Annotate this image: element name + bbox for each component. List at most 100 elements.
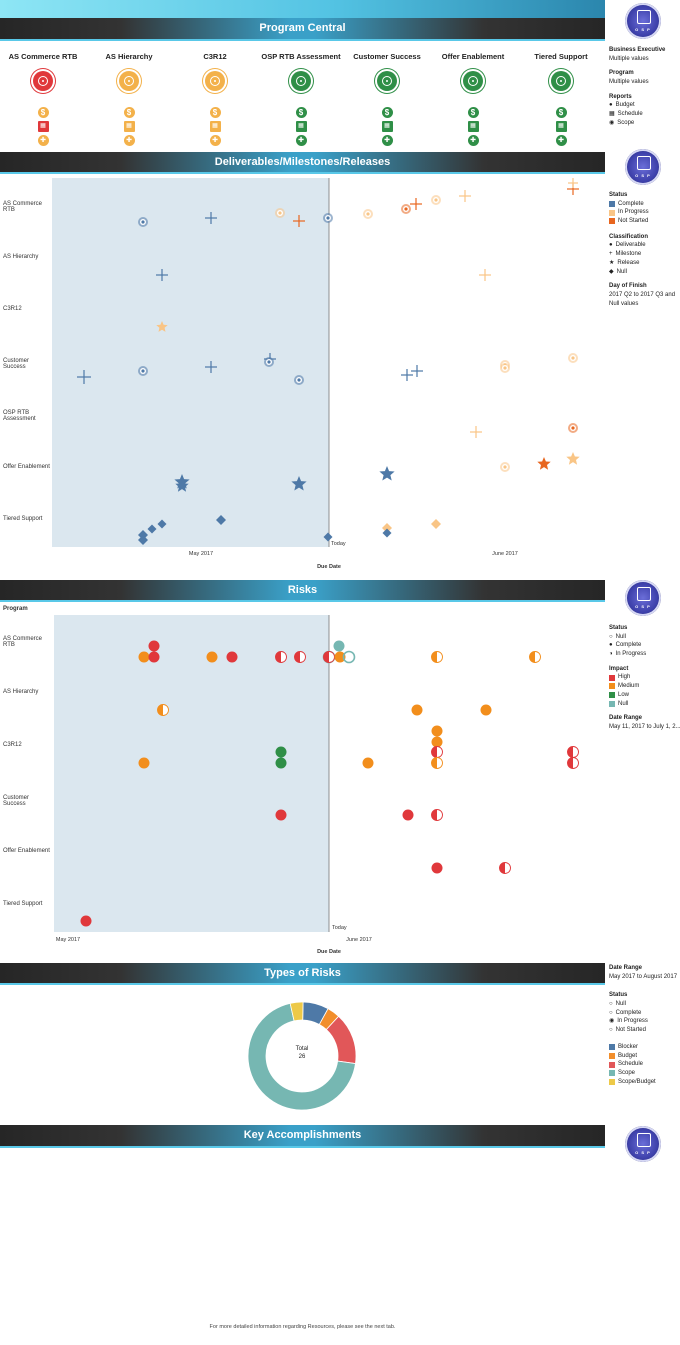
impact-medium[interactable]: Medium: [609, 682, 680, 691]
deliverable-mark[interactable]: [138, 217, 148, 227]
risk-complete-mark[interactable]: [402, 809, 414, 821]
null-mark[interactable]: [382, 528, 392, 538]
risk-complete-mark[interactable]: [334, 651, 346, 663]
program-card[interactable]: C3R12 $ ▦ ✚: [172, 52, 258, 146]
legend-null[interactable]: ◆ Null: [609, 268, 679, 277]
donut-slice-scope[interactable]: [247, 1002, 356, 1111]
milestone-mark[interactable]: [411, 365, 423, 377]
risk-status-null[interactable]: ○ Null: [609, 633, 680, 642]
deliverable-mark[interactable]: [500, 462, 510, 472]
impact-high[interactable]: High: [609, 673, 680, 682]
deliverable-mark[interactable]: [294, 375, 304, 385]
report-schedule[interactable]: ▦ Schedule: [609, 110, 679, 119]
legend-not-started[interactable]: Not Started: [609, 217, 679, 226]
risk-date-range-filter[interactable]: May 11, 2017 to July 1, 2...: [609, 723, 680, 730]
risk-complete-mark[interactable]: [480, 704, 492, 716]
program-card[interactable]: Customer Success $ ▦ ✚: [344, 52, 430, 146]
risk-complete-mark[interactable]: [431, 862, 443, 874]
risk-complete-mark[interactable]: [80, 915, 92, 927]
risk-in-progress-mark[interactable]: [431, 757, 443, 769]
deliverable-mark[interactable]: [431, 195, 441, 205]
risk-in-progress-mark[interactable]: [157, 704, 169, 716]
risk-in-progress-mark[interactable]: [323, 651, 335, 663]
legend-complete[interactable]: Complete: [609, 200, 679, 209]
program-card[interactable]: Tiered Support $ ▦ ✚: [518, 52, 604, 146]
risk-in-progress-mark[interactable]: [567, 757, 579, 769]
risk-in-progress-mark[interactable]: [275, 651, 287, 663]
release-mark[interactable]: [156, 321, 168, 332]
risk-complete-mark[interactable]: [206, 651, 218, 663]
milestone-mark[interactable]: [479, 269, 491, 281]
milestone-mark[interactable]: [293, 215, 305, 227]
milestone-mark[interactable]: [156, 269, 168, 281]
legend-blocker[interactable]: Blocker: [609, 1043, 680, 1052]
milestone-mark[interactable]: [459, 190, 471, 202]
deliverable-mark[interactable]: [401, 204, 411, 214]
risk-complete-mark[interactable]: [431, 736, 443, 748]
risk-complete-mark[interactable]: [138, 757, 150, 769]
risk-in-progress-mark[interactable]: [499, 862, 511, 874]
risk-complete-mark[interactable]: [333, 640, 345, 652]
milestone-mark[interactable]: [568, 178, 578, 188]
milestone-mark[interactable]: [470, 426, 482, 438]
risk-null-mark[interactable]: [342, 650, 356, 664]
milestone-mark[interactable]: [205, 212, 217, 224]
release-mark[interactable]: [291, 476, 307, 491]
legend-milestone[interactable]: + Milestone: [609, 250, 679, 259]
deliverable-mark[interactable]: [323, 213, 333, 223]
release-mark[interactable]: [537, 457, 551, 470]
risk-in-progress-mark[interactable]: [294, 651, 306, 663]
impact-null[interactable]: Null: [609, 700, 680, 709]
null-mark[interactable]: [138, 535, 148, 545]
null-mark[interactable]: [157, 519, 167, 529]
legend-budget[interactable]: Budget: [609, 1052, 680, 1061]
risk-complete-mark[interactable]: [411, 704, 423, 716]
null-mark[interactable]: [147, 524, 157, 534]
deliverable-mark[interactable]: [500, 363, 510, 373]
risk-complete-mark[interactable]: [138, 651, 150, 663]
risk-in-progress-mark[interactable]: [431, 651, 443, 663]
types-status-complete[interactable]: ○ Complete: [609, 1009, 680, 1018]
risk-in-progress-mark[interactable]: [529, 651, 541, 663]
milestone-mark[interactable]: [401, 369, 413, 381]
risk-in-progress-mark[interactable]: [431, 809, 443, 821]
milestone-mark[interactable]: [77, 370, 91, 384]
legend-scope-budget[interactable]: Scope/Budget: [609, 1078, 680, 1087]
risk-complete-mark[interactable]: [226, 651, 238, 663]
legend-scope[interactable]: Scope: [609, 1069, 680, 1078]
impact-low[interactable]: Low: [609, 691, 680, 700]
milestone-mark[interactable]: [205, 361, 217, 373]
milestone-mark[interactable]: [410, 198, 422, 210]
deliverable-mark[interactable]: [568, 423, 578, 433]
risk-status-in-progress[interactable]: ◑ In Progress: [609, 650, 680, 659]
risk-complete-mark[interactable]: [148, 640, 160, 652]
null-mark[interactable]: [382, 523, 392, 533]
program-card[interactable]: AS Commerce RTB $ ▦ ✚: [0, 52, 86, 146]
deliverable-mark[interactable]: [568, 353, 578, 363]
program-filter[interactable]: Multiple values: [609, 79, 649, 86]
donut-slice-scope-budget[interactable]: [289, 1001, 304, 1022]
release-mark[interactable]: [566, 452, 580, 465]
release-mark[interactable]: [379, 466, 395, 481]
risk-in-progress-mark[interactable]: [431, 746, 443, 758]
types-status-in-progress[interactable]: ◉ In Progress: [609, 1017, 680, 1026]
risk-complete-mark[interactable]: [275, 809, 287, 821]
business-executive-filter[interactable]: Multiple values: [609, 55, 649, 62]
legend-deliverable[interactable]: ● Deliverable: [609, 241, 679, 250]
risk-status-complete[interactable]: ● Complete: [609, 641, 680, 650]
types-status-null[interactable]: ○ Null: [609, 1000, 680, 1009]
report-scope[interactable]: ◉ Scope: [609, 119, 679, 128]
deliverable-mark[interactable]: [264, 357, 274, 367]
legend-release[interactable]: ★ Release: [609, 259, 679, 268]
day-of-finish-filter[interactable]: 2017 Q2 to 2017 Q3 and Null values: [609, 291, 676, 307]
report-budget[interactable]: ● Budget: [609, 101, 679, 110]
legend-in-progress[interactable]: In Progress: [609, 208, 679, 217]
types-date-range-filter[interactable]: May 2017 to August 2017: [609, 973, 678, 980]
release-mark[interactable]: [175, 479, 189, 492]
types-status-not-started[interactable]: ○ Not Started: [609, 1026, 680, 1035]
risk-complete-mark[interactable]: [362, 757, 374, 769]
risk-complete-mark[interactable]: [431, 725, 443, 737]
null-mark[interactable]: [323, 532, 333, 542]
null-mark[interactable]: [216, 515, 226, 525]
program-card[interactable]: Offer Enablement $ ▦ ✚: [430, 52, 516, 146]
